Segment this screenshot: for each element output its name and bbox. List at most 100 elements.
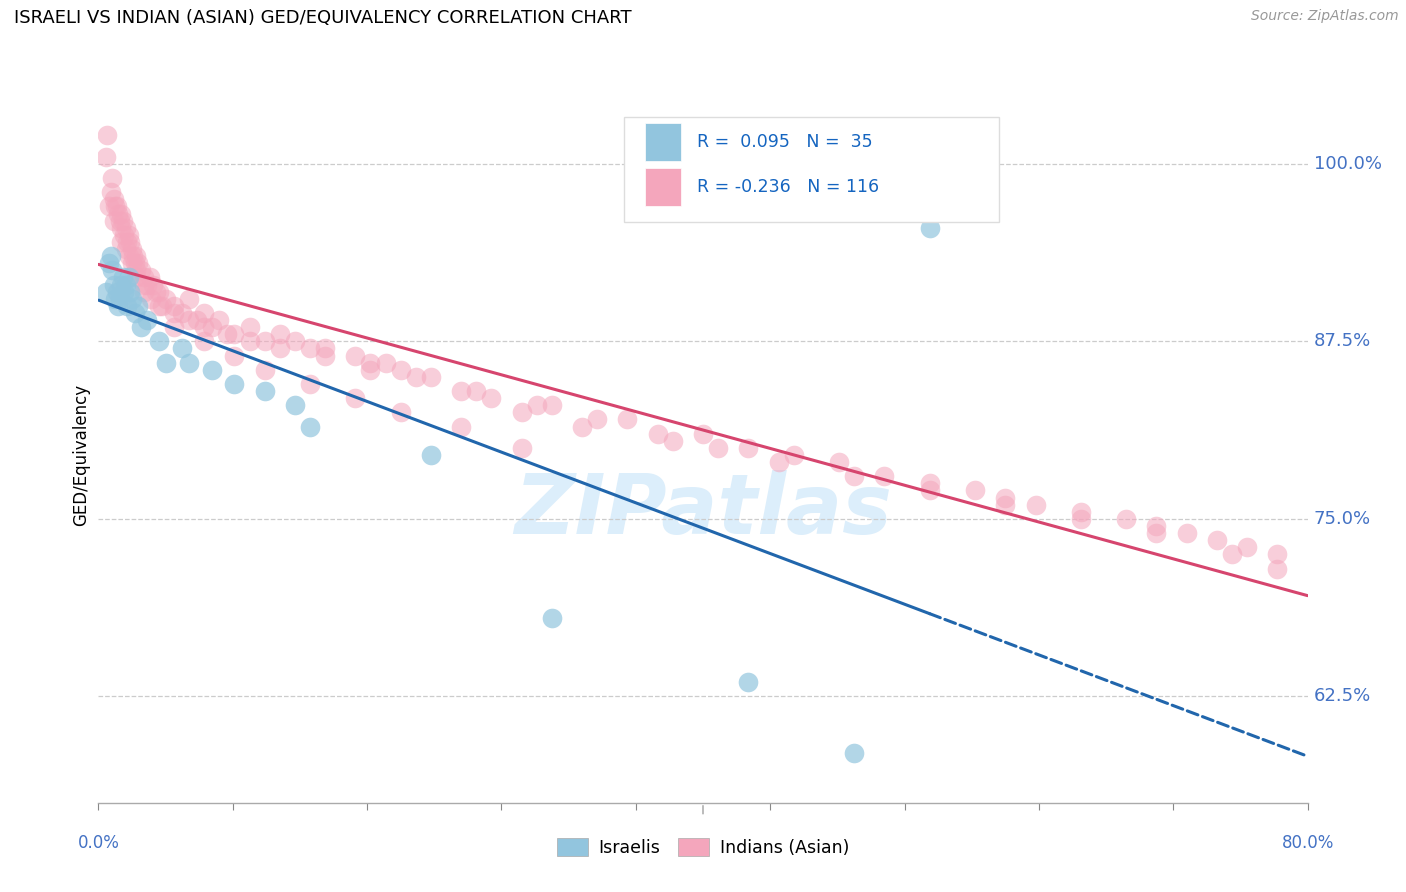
Point	[110, 277, 132, 292]
Point	[132, 277, 155, 292]
Point	[420, 369, 443, 384]
Point	[129, 263, 152, 277]
Point	[918, 476, 941, 491]
Point	[125, 270, 148, 285]
Point	[148, 285, 170, 299]
Point	[1206, 533, 1229, 548]
Bar	[645, 168, 682, 206]
Point	[163, 299, 186, 313]
Point	[110, 220, 132, 235]
Point	[692, 426, 714, 441]
Point	[179, 356, 201, 370]
Point	[768, 455, 790, 469]
Point	[1267, 547, 1289, 561]
Text: ISRAELI VS INDIAN (ASIAN) GED/EQUIVALENCY CORRELATION CHART: ISRAELI VS INDIAN (ASIAN) GED/EQUIVALENC…	[14, 9, 631, 27]
Point	[269, 342, 291, 356]
Point	[114, 220, 136, 235]
Point	[586, 412, 609, 426]
Point	[526, 398, 548, 412]
Point	[661, 434, 683, 448]
Point	[1175, 526, 1198, 541]
Point	[201, 320, 224, 334]
Text: 0.0%: 0.0%	[77, 834, 120, 852]
Point	[481, 391, 503, 405]
Point	[540, 398, 562, 412]
Point	[571, 419, 593, 434]
Point	[120, 285, 142, 299]
Point	[135, 313, 157, 327]
Point	[135, 277, 157, 292]
Point	[105, 285, 128, 299]
Point	[98, 256, 121, 270]
Point	[101, 263, 124, 277]
Point	[110, 235, 132, 249]
Point	[737, 441, 759, 455]
Point	[208, 313, 231, 327]
Point	[253, 362, 276, 376]
Point	[1220, 547, 1243, 561]
Point	[163, 320, 186, 334]
Point	[510, 441, 533, 455]
Text: 80.0%: 80.0%	[1281, 834, 1334, 852]
Point	[111, 213, 134, 227]
Text: Source: ZipAtlas.com: Source: ZipAtlas.com	[1251, 9, 1399, 23]
Point	[828, 455, 851, 469]
Point	[193, 334, 215, 349]
Point	[124, 306, 146, 320]
Point	[179, 292, 201, 306]
Point	[284, 334, 307, 349]
Point	[193, 306, 215, 320]
Point	[873, 469, 896, 483]
Bar	[645, 123, 682, 161]
Point	[139, 270, 162, 285]
Point	[737, 675, 759, 690]
Point	[215, 327, 238, 342]
Point	[111, 270, 134, 285]
Point	[145, 285, 167, 299]
FancyBboxPatch shape	[624, 118, 1000, 222]
Text: 87.5%: 87.5%	[1313, 333, 1371, 351]
Point	[124, 256, 146, 270]
Point	[132, 270, 155, 285]
Text: R =  0.095   N =  35: R = 0.095 N = 35	[697, 133, 873, 151]
Point	[100, 249, 122, 263]
Point	[284, 398, 307, 412]
Point	[224, 349, 246, 363]
Point	[239, 320, 262, 334]
Point	[844, 746, 866, 760]
Point	[141, 292, 163, 306]
Text: ZIPatlas: ZIPatlas	[515, 470, 891, 551]
Point	[94, 285, 117, 299]
Point	[94, 150, 117, 164]
Point	[1144, 519, 1167, 533]
Point	[125, 263, 148, 277]
Point	[389, 362, 412, 376]
Point	[129, 320, 152, 334]
Point	[155, 356, 177, 370]
Point	[170, 342, 193, 356]
Point	[344, 391, 367, 405]
Point	[103, 213, 125, 227]
Point	[127, 299, 149, 313]
Point	[118, 227, 141, 242]
Point	[1070, 505, 1092, 519]
Point	[115, 235, 138, 249]
Point	[510, 405, 533, 419]
Point	[121, 256, 143, 270]
Point	[994, 491, 1017, 505]
Point	[125, 249, 148, 263]
Point	[299, 419, 322, 434]
Point	[170, 306, 193, 320]
Point	[100, 186, 122, 200]
Point	[96, 128, 118, 143]
Point	[314, 349, 336, 363]
Point	[707, 441, 730, 455]
Legend: Israelis, Indians (Asian): Israelis, Indians (Asian)	[550, 831, 856, 863]
Point	[150, 299, 173, 313]
Point	[163, 306, 186, 320]
Point	[114, 277, 136, 292]
Point	[127, 256, 149, 270]
Point	[344, 349, 367, 363]
Point	[110, 206, 132, 220]
Y-axis label: GED/Equivalency: GED/Equivalency	[72, 384, 90, 526]
